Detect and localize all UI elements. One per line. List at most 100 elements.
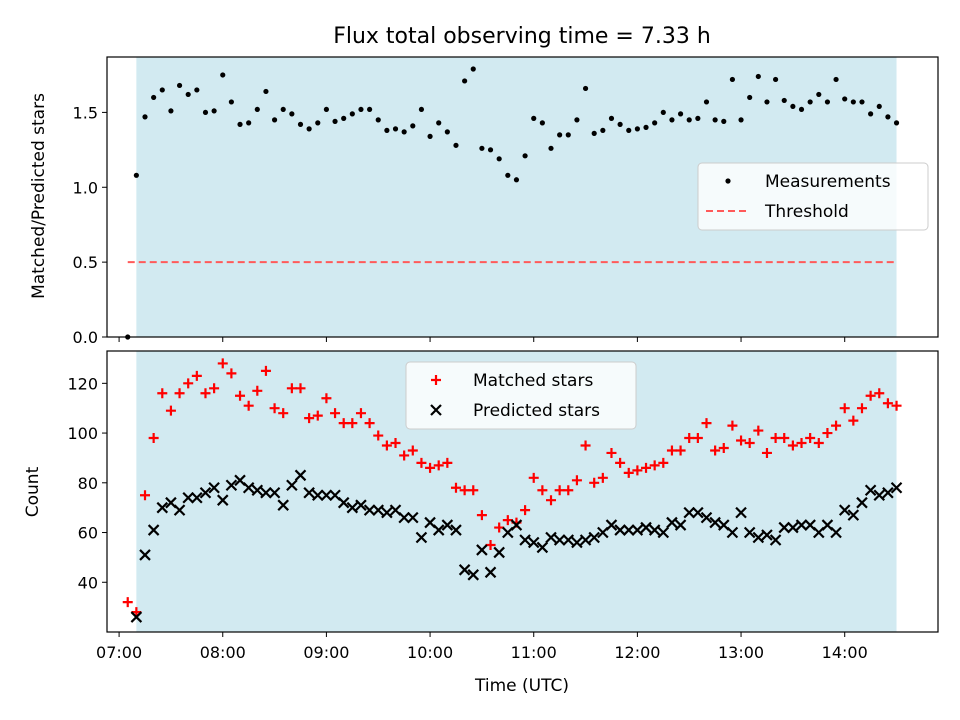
measurement-point (237, 121, 243, 127)
y-tick-label: 120 (67, 374, 98, 393)
matched-stars-point (839, 403, 850, 414)
predicted-stars-point (191, 491, 203, 504)
matched-stars-point (779, 433, 790, 444)
predicted-stars-point (441, 519, 454, 531)
predicted-stars-point (320, 489, 333, 502)
measurement-point (842, 96, 848, 102)
matched-stars-point (252, 385, 263, 396)
matched-stars-point (831, 420, 842, 431)
matched-stars-point (761, 447, 772, 458)
matched-stars-point (183, 378, 194, 389)
predicted-stars-point (648, 524, 661, 536)
measurement-point (600, 127, 606, 133)
matched-stars-point (658, 457, 669, 468)
predicted-stars-point (856, 496, 868, 509)
matched-stars-point (537, 485, 548, 496)
predicted-stars-point (674, 519, 687, 531)
measurement-point (755, 73, 761, 80)
axes-frame (106, 350, 939, 633)
predicted-stars-point (182, 491, 194, 504)
bottom-panel: 40 60 80 100 120 07:00 08:00 09:00 10:00 11:00 12:… (67, 350, 939, 662)
matched-stars-point (209, 383, 220, 394)
measurement-point (263, 88, 269, 95)
matched-stars-point (632, 465, 643, 476)
predicted-stars-point (147, 524, 160, 536)
matched-stars-point (304, 413, 315, 424)
matched-stars-point (822, 428, 833, 439)
measurement-point (773, 76, 779, 83)
matched-stars-point (235, 390, 246, 401)
predicted-stars-point (562, 534, 575, 546)
measurement-point (280, 106, 286, 113)
matched-stars-point (148, 433, 159, 444)
measurement-point (436, 120, 442, 126)
measurement-point (859, 99, 865, 105)
measurement-point (487, 147, 494, 153)
measurement-point (367, 106, 373, 113)
matched-stars-point (407, 445, 418, 456)
measurement-point (228, 99, 234, 105)
predicted-stars-point (476, 544, 488, 556)
x-tick-label: 08:00 (200, 643, 246, 662)
matched-stars-point (718, 442, 729, 453)
predicted-stars-point (294, 469, 307, 482)
matched-stars-point (753, 425, 764, 436)
legend: Measurements Threshold (697, 162, 929, 231)
measurement-point (677, 111, 684, 117)
measurement-point (289, 111, 295, 117)
predicted-stars-point (311, 489, 324, 502)
predicted-stars-point (225, 479, 238, 492)
measurement-point (626, 127, 632, 133)
top-panel: 0.0 0.5 1.0 1.5 Measurements Threshold (73, 56, 939, 347)
predicted-stars-point (709, 516, 721, 529)
matched-stars-point (355, 408, 366, 419)
legend-plus-icon (431, 375, 441, 385)
predicted-stars-point (769, 534, 782, 546)
predicted-stars-point (450, 524, 462, 536)
measurement-point (591, 130, 597, 136)
matched-stars-point (597, 472, 608, 483)
measurement-point (410, 123, 416, 129)
measurement-point (297, 121, 304, 127)
matched-stars-point (874, 388, 885, 399)
measurement-point (323, 106, 330, 113)
measurement-point (341, 115, 347, 121)
matched-stars-point (338, 418, 349, 429)
chart-title: Flux total observing time = 7.33 h (333, 24, 711, 49)
measurement-point (712, 117, 718, 123)
matched-stars-point (260, 365, 271, 376)
measurement-point (133, 172, 139, 178)
measurement-point (531, 115, 537, 121)
measurement-point (824, 99, 831, 105)
measurement-point (703, 99, 710, 105)
predicted-stars-point (882, 486, 894, 499)
measurement-point (868, 111, 874, 117)
predicted-stars-point (752, 531, 765, 544)
predicted-stars-point (700, 511, 713, 524)
measurement-point (151, 94, 157, 101)
measurement-point (885, 114, 891, 120)
matched-stars-point (571, 475, 582, 486)
matched-stars-point (502, 515, 513, 526)
measurement-point (833, 76, 839, 83)
matched-stars-point (666, 445, 677, 456)
matched-stars-point (217, 358, 228, 369)
measurement-point (375, 117, 381, 123)
measurement-point (738, 117, 744, 123)
predicted-stars-point (536, 541, 549, 554)
predicted-stars-point (588, 531, 600, 544)
bottom-y-axis-label: Count (23, 466, 43, 517)
predicted-stars-point (381, 506, 393, 519)
predicted-stars-point (277, 499, 289, 511)
predicted-stars-point (692, 506, 704, 519)
predicted-stars-point (372, 504, 385, 516)
matched-stars-point (813, 438, 824, 449)
measurement-point (168, 108, 174, 114)
matched-stars-point (174, 388, 185, 399)
measurement-point (211, 108, 217, 114)
predicted-stars-point (640, 521, 652, 534)
y-tick-label: 1.5 (73, 103, 98, 122)
matched-stars-point (891, 400, 902, 411)
measurement-point (254, 106, 260, 113)
matched-stars-point (390, 438, 401, 449)
